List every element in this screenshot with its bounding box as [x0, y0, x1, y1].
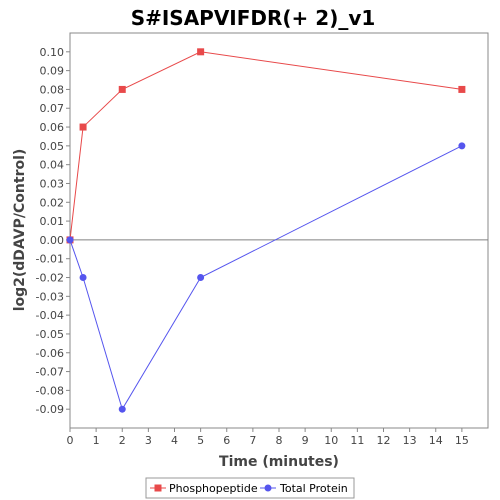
legend-phosphopeptide-label: Phosphopeptide [169, 482, 258, 495]
data-point-total-protein [79, 274, 87, 282]
data-point-total-protein [197, 274, 205, 282]
x-tick-label: 6 [223, 434, 230, 447]
y-tick-label: 0.08 [40, 83, 65, 96]
x-tick-label: 9 [302, 434, 309, 447]
x-tick-label: 4 [171, 434, 178, 447]
y-axis-label: log2(dDAVP/Control) [12, 149, 28, 312]
legend-box [145, 477, 355, 499]
x-tick-label: 7 [249, 434, 256, 447]
x-tick-label: 13 [403, 434, 417, 447]
y-tick-label: 0.03 [40, 177, 65, 190]
y-tick-label: 0.04 [40, 159, 65, 172]
x-tick-label: 1 [93, 434, 100, 447]
x-tick-label: 15 [455, 434, 469, 447]
data-point-phosphopeptide [458, 85, 466, 93]
legend-phosphopeptide-marker [154, 484, 162, 492]
y-tick-label: -0.02 [36, 272, 64, 285]
data-point-total-protein [458, 142, 466, 150]
x-tick-label: 12 [377, 434, 391, 447]
y-tick-label: -0.08 [36, 384, 64, 397]
x-tick-label: 14 [429, 434, 443, 447]
data-point-total-protein [66, 236, 74, 244]
y-tick-label: -0.09 [36, 403, 64, 416]
x-tick-label: 11 [350, 434, 364, 447]
x-tick-label: 0 [67, 434, 74, 447]
y-tick-label: 0.07 [40, 102, 65, 115]
data-point-phosphopeptide [79, 123, 87, 131]
plot-area [69, 32, 489, 429]
y-tick-label: -0.06 [36, 347, 64, 360]
x-tick-label: 2 [119, 434, 126, 447]
x-tick-label: 10 [324, 434, 338, 447]
y-tick-label: 0.05 [40, 140, 65, 153]
legend-total-protein-label: Total Protein [279, 482, 348, 495]
y-axis: 0.10 0.09 0.08 0.07 0.06 0.05 0.04 0.03 0.02 0.01… [36, 46, 70, 416]
y-tick-label: 0.01 [40, 215, 65, 228]
y-tick-label: 0.06 [40, 121, 65, 134]
y-tick-label: -0.04 [36, 309, 64, 322]
series-layer [66, 48, 466, 413]
data-point-phosphopeptide [118, 85, 126, 93]
y-tick-label: -0.03 [36, 290, 64, 303]
legend-total-protein-marker [264, 484, 272, 492]
x-tick-label: 5 [197, 434, 204, 447]
data-point-total-protein [118, 405, 126, 413]
x-axis: 0 1 2 3 4 5 6 7 8 9 10 11 12 13 14 15 [67, 428, 469, 447]
y-tick-label: 0.00 [40, 234, 65, 247]
y-tick-label: -0.07 [36, 366, 64, 379]
chart-title: S#ISAPVIFDR(+ 2)_v1 [131, 6, 376, 30]
y-tick-label: 0.02 [40, 196, 65, 209]
data-point-phosphopeptide [197, 48, 205, 56]
y-tick-label: -0.05 [36, 328, 64, 341]
y-tick-label: 0.09 [40, 65, 65, 78]
x-tick-label: 3 [145, 434, 152, 447]
y-tick-label: -0.01 [36, 253, 64, 266]
legend: Phosphopeptide Total Protein [145, 477, 355, 499]
x-tick-label: 8 [276, 434, 283, 447]
x-axis-label: Time (minutes) [219, 454, 339, 470]
y-tick-label: 0.10 [40, 46, 65, 59]
